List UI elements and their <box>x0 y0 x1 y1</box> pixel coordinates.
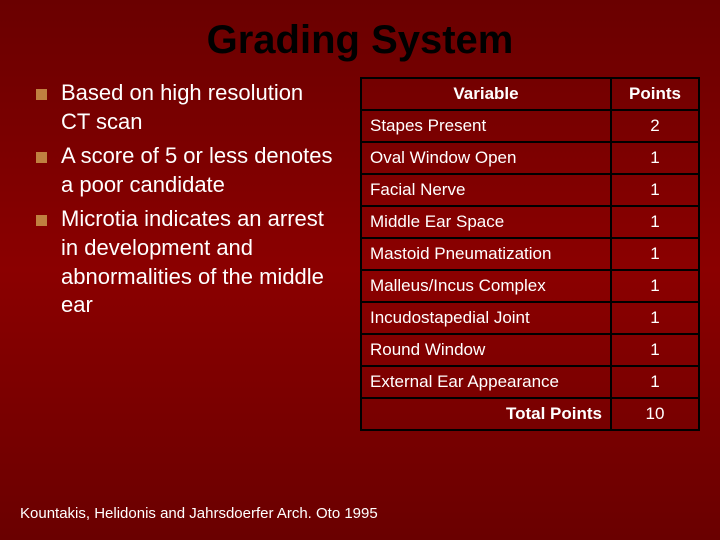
cell-points: 1 <box>611 142 699 174</box>
table-row: Round Window1 <box>361 334 699 366</box>
slide-title: Grading System <box>0 0 720 73</box>
table-row: Middle Ear Space1 <box>361 206 699 238</box>
bullet-item: Based on high resolution CT scan <box>36 79 336 136</box>
bullet-text: Microtia indicates an arrest in developm… <box>61 205 336 319</box>
table-total-row: Total Points10 <box>361 398 699 430</box>
cell-points: 1 <box>611 206 699 238</box>
bullet-text: A score of 5 or less denotes a poor cand… <box>61 142 336 199</box>
bullet-item: A score of 5 or less denotes a poor cand… <box>36 142 336 199</box>
bullet-text: Based on high resolution CT scan <box>61 79 336 136</box>
cell-variable: Round Window <box>361 334 611 366</box>
grading-table: Variable Points Stapes Present2 Oval Win… <box>360 77 700 431</box>
content-area: Based on high resolution CT scan A score… <box>0 73 720 431</box>
table-row: Incudostapedial Joint1 <box>361 302 699 334</box>
cell-variable: Facial Nerve <box>361 174 611 206</box>
table-row: Malleus/Incus Complex1 <box>361 270 699 302</box>
citation-text: Kountakis, Helidonis and Jahrsdoerfer Ar… <box>20 505 378 522</box>
bullet-square-icon <box>36 89 47 100</box>
table-row: Mastoid Pneumatization1 <box>361 238 699 270</box>
bullet-square-icon <box>36 215 47 226</box>
table-row: Oval Window Open1 <box>361 142 699 174</box>
cell-points: 1 <box>611 334 699 366</box>
table-row: External Ear Appearance1 <box>361 366 699 398</box>
cell-points: 1 <box>611 270 699 302</box>
table-header-row: Variable Points <box>361 78 699 110</box>
cell-variable: Stapes Present <box>361 110 611 142</box>
cell-points: 1 <box>611 238 699 270</box>
cell-variable: Middle Ear Space <box>361 206 611 238</box>
bullet-square-icon <box>36 152 47 163</box>
table-row: Facial Nerve1 <box>361 174 699 206</box>
cell-variable: Mastoid Pneumatization <box>361 238 611 270</box>
cell-total-points: 10 <box>611 398 699 430</box>
grading-table-wrap: Variable Points Stapes Present2 Oval Win… <box>360 73 700 431</box>
cell-variable: External Ear Appearance <box>361 366 611 398</box>
cell-points: 1 <box>611 366 699 398</box>
bullet-item: Microtia indicates an arrest in developm… <box>36 205 336 319</box>
cell-variable: Malleus/Incus Complex <box>361 270 611 302</box>
col-header-points: Points <box>611 78 699 110</box>
cell-variable: Incudostapedial Joint <box>361 302 611 334</box>
cell-total-label: Total Points <box>361 398 611 430</box>
col-header-variable: Variable <box>361 78 611 110</box>
cell-points: 1 <box>611 302 699 334</box>
bullet-list: Based on high resolution CT scan A score… <box>36 73 336 431</box>
cell-points: 1 <box>611 174 699 206</box>
cell-variable: Oval Window Open <box>361 142 611 174</box>
cell-points: 2 <box>611 110 699 142</box>
table-row: Stapes Present2 <box>361 110 699 142</box>
